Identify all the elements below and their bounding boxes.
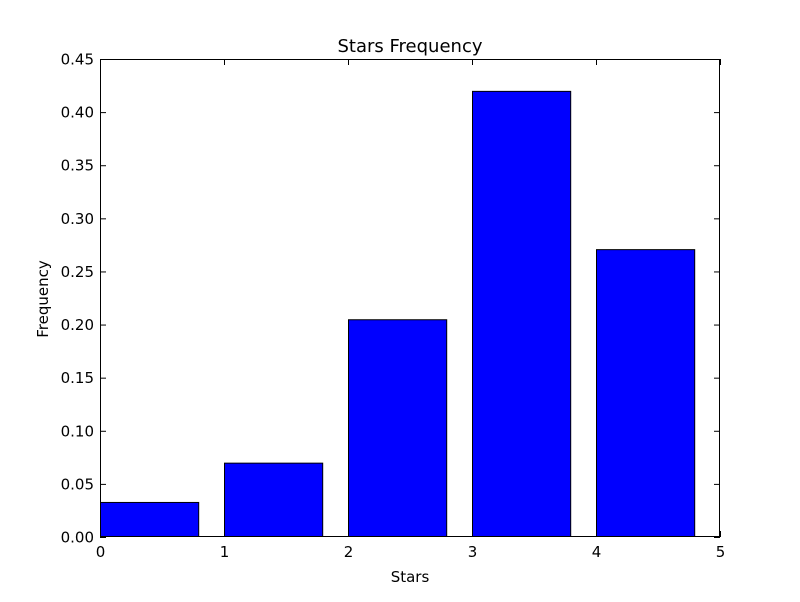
y-tick-label: 0.45 — [61, 51, 94, 69]
x-tick-label: 5 — [716, 543, 726, 561]
y-tick-label: 0.00 — [61, 529, 94, 547]
x-tick-label: 1 — [220, 543, 230, 561]
x-tick-label: 2 — [344, 543, 354, 561]
y-tick-label: 0.25 — [61, 263, 94, 281]
y-axis-label: Frequency — [34, 260, 52, 338]
y-tick-label: 0.05 — [61, 475, 94, 493]
plot-frame — [100, 59, 720, 537]
x-tick-label: 0 — [96, 543, 106, 561]
bar-1 — [224, 462, 324, 537]
bars-group — [100, 90, 696, 537]
y-tick-label: 0.15 — [61, 369, 94, 387]
x-tick-label: 3 — [468, 543, 478, 561]
y-tick-label: 0.10 — [61, 422, 94, 440]
y-tick-label: 0.35 — [61, 157, 94, 175]
x-axis-label: Stars — [391, 568, 430, 586]
bar-3 — [472, 90, 572, 537]
bar-4 — [596, 249, 696, 537]
y-tick-label: 0.20 — [61, 316, 94, 334]
bar-0 — [100, 501, 200, 537]
chart-title: Stars Frequency — [337, 36, 482, 57]
x-tick-label: 4 — [592, 543, 602, 561]
ticks-group: 0 1 2 3 4 5 0.00 0.05 0.10 0.15 0.20 0.25 0.30 0.35 0.… — [61, 51, 726, 562]
bar-2 — [348, 319, 448, 537]
y-tick-label: 0.40 — [61, 104, 94, 122]
y-tick-label: 0.30 — [61, 210, 94, 228]
